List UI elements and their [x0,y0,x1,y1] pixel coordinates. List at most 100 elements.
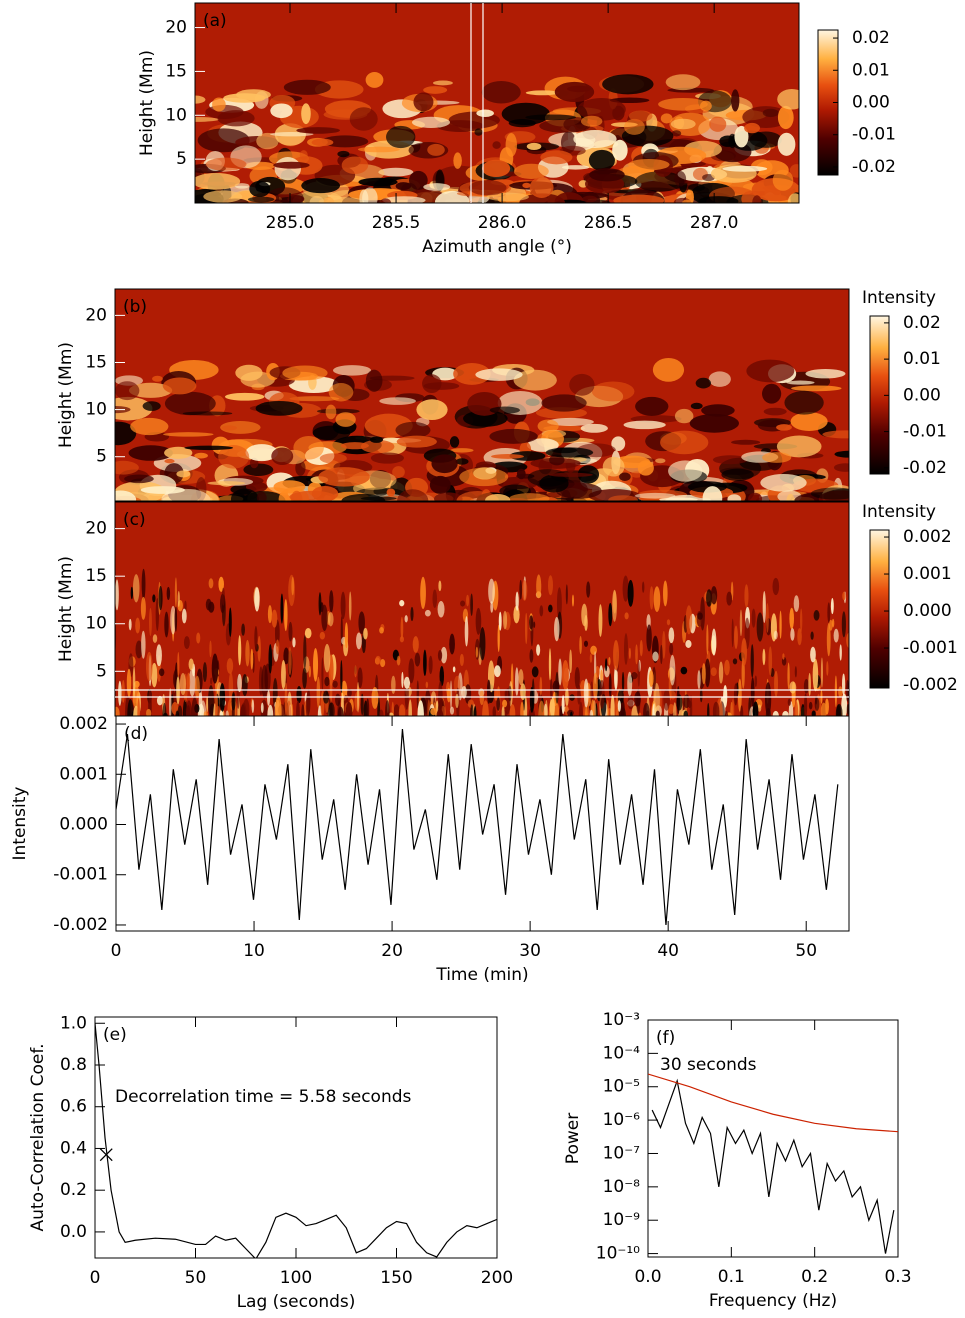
heatmap-blob [181,608,187,624]
heatmap-blob [183,636,190,649]
heatmap-blob [764,682,772,716]
heatmap-blob [776,435,822,458]
heatmap-blob [539,676,543,696]
heatmap-blob [731,698,735,716]
heatmap-blob [203,711,209,716]
heatmap-blob [296,127,341,134]
heatmap-blob [149,607,152,637]
heatmap-blob [208,578,214,589]
heatmap-blob [782,653,785,660]
heatmap-blob [174,606,178,632]
heatmap-blob [699,688,703,703]
heatmap-blob [245,481,268,493]
heatmap-blob [588,149,615,171]
y-axis-label: Height (Mm) [56,556,76,662]
heatmap-blob [637,660,641,687]
heatmap-blob [790,628,795,641]
heatmap-blob [218,445,250,469]
x-tick-label: 50 [185,1268,207,1288]
heatmap-blob [541,394,587,412]
heatmap-blob [302,667,307,689]
colorbar-tick-label: -0.01 [852,125,896,145]
heatmap-blob [562,660,569,691]
heatmap-blob [151,662,158,688]
heatmap-blob [748,492,763,501]
heatmap-blob [789,681,797,694]
heatmap-blob [464,616,469,647]
heatmap-blob [130,586,134,600]
heatmap-blob [522,182,531,188]
heatmap-blob [357,146,400,153]
heatmap-blob [311,485,339,501]
heatmap-blob [433,492,463,501]
y-tick-label: 0.0 [60,1222,87,1242]
heatmap-blob [228,607,232,637]
heatmap-blob [440,646,448,664]
heatmap-blob [569,373,595,396]
colorbar-tick-label: 0.01 [903,349,941,369]
heatmap-blob [750,644,754,678]
x-axis-label: Frequency (Hz) [709,1291,837,1311]
heatmap-blob [797,628,802,646]
heatmap-blob [728,133,737,149]
heatmap-blob [453,363,491,385]
heatmap-blob [152,594,156,603]
heatmap-blob [791,385,842,392]
heatmap-blob [191,697,198,716]
heatmap-blob [283,647,290,665]
heatmap-blob [135,617,141,634]
y-tick-label: 10 [85,400,107,420]
heatmap-blob [539,605,544,617]
heatmap-blob [270,103,293,119]
heatmap-blob [386,488,396,497]
y-tick-label: 5 [176,149,187,169]
heatmap-blob [221,425,237,431]
heatmap-blob [169,687,172,716]
heatmap-blob [195,173,241,190]
heatmap-image [195,3,799,203]
heatmap-blob [538,700,545,716]
heatmap-blob [567,85,591,93]
heatmap-blob [475,368,523,381]
heatmap-blob [492,706,496,716]
heatmap-blob [162,377,197,395]
heatmap-blob [549,678,553,700]
x-tick-label: 150 [380,1268,412,1288]
heatmap-blob [449,633,455,655]
heatmap-blob [271,447,294,466]
heatmap-blob [529,649,534,663]
heatmap-blob [382,196,426,203]
heatmap-blob [553,701,560,716]
heatmap-blob [724,659,730,676]
heatmap-blob [841,611,846,638]
y-tick-label: 15 [85,352,107,372]
line [651,1078,895,1254]
heatmap-blob [800,608,803,633]
y-tick-label: 0.2 [60,1180,87,1200]
heatmap-blob [804,693,808,716]
heatmap-blob [697,612,703,620]
heatmap-blob [282,365,328,381]
heatmap-blob [669,643,674,656]
heatmap-blob [502,699,508,708]
heatmap-blob [271,609,278,628]
heatmap-blob [408,658,415,684]
heatmap-blob [423,183,451,191]
heatmap-blob [115,396,153,421]
heatmap-blob [627,579,634,607]
colorbar-title: Intensity [862,288,936,308]
colorbar-tick-label: -0.002 [903,675,958,695]
heatmap-blob [733,683,738,706]
colorbar-tick-label: 0.02 [903,313,941,333]
heatmap-blob [174,577,178,608]
heatmap-blob [146,708,152,716]
heatmap-blob [622,575,629,602]
heatmap-blob [284,682,288,716]
heatmap-blob [637,460,654,476]
x-tick-label: 286.0 [478,213,527,233]
heatmap-blob [115,460,139,475]
heatmap-blob [396,655,401,666]
y-tick-label: 5 [96,447,107,467]
panel-label: (f) [656,1028,675,1048]
